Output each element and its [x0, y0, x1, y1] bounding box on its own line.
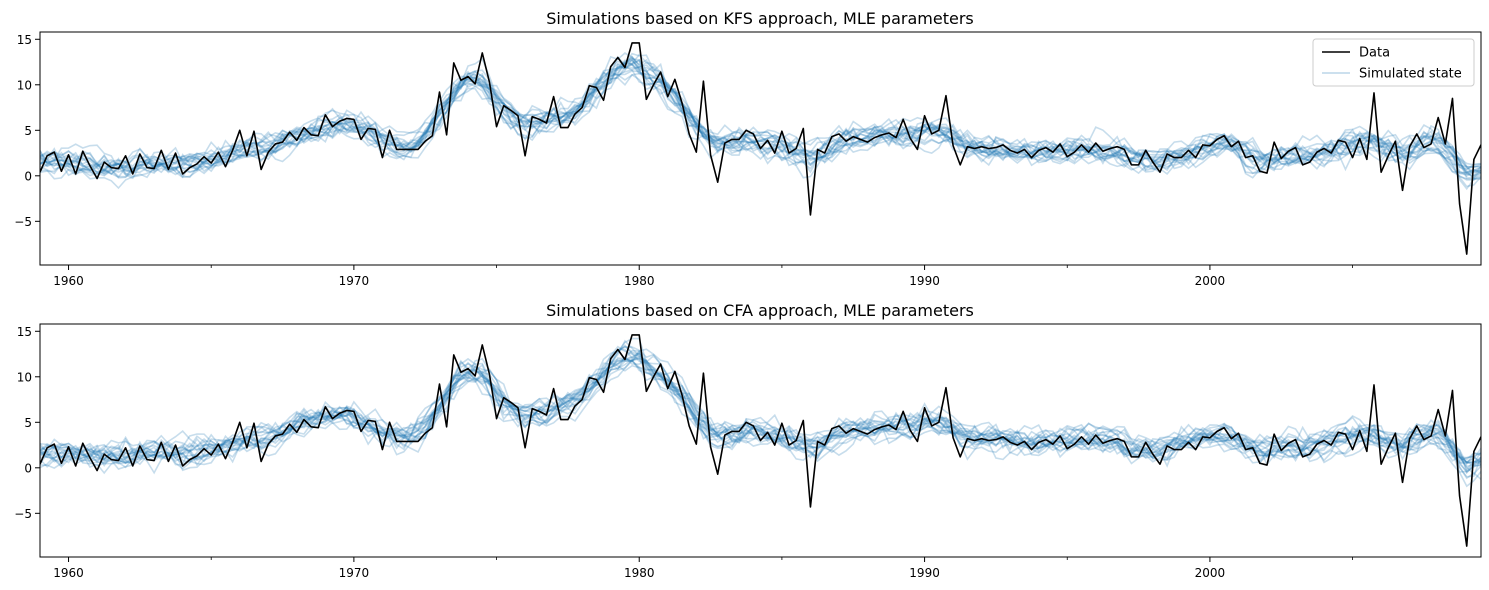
simulated-state-line: [40, 356, 1481, 475]
axes-frame: [39, 31, 1482, 266]
chart-title-top: Simulations based on KFS approach, MLE p…: [546, 9, 973, 28]
simulated-state-line: [40, 70, 1481, 191]
y-tick-label: 5: [24, 124, 32, 138]
simulated-state-line: [40, 357, 1481, 475]
y-tick-label: −5: [14, 215, 32, 229]
data-line: [40, 334, 1481, 547]
chart-top: Simulations based on KFS approach, MLE p…: [14, 9, 1482, 288]
simulated-state-line: [40, 55, 1481, 180]
x-tick-label: 1970: [339, 566, 370, 580]
x-tick-label: 2000: [1195, 566, 1226, 580]
simulated-state-line: [40, 57, 1481, 179]
simulated-state-line: [40, 57, 1481, 175]
simulated-state-line: [40, 53, 1481, 175]
simulated-state-line: [40, 65, 1481, 175]
chart-title-bottom: Simulations based on CFA approach, MLE p…: [546, 301, 974, 320]
x-tick-label: 1980: [624, 274, 655, 288]
plot-area-top: [40, 42, 1481, 255]
simulated-state-line: [40, 337, 1481, 466]
simulated-state-line: [40, 64, 1481, 178]
simulated-state-line: [40, 345, 1481, 471]
chart-bottom: Simulations based on CFA approach, MLE p…: [14, 301, 1482, 580]
y-tick-label: 5: [24, 416, 32, 430]
axes-top: 1960 1970 1980 1990 2000 −5 0 5 10 15: [14, 31, 1482, 288]
legend-box: [1312, 38, 1475, 87]
x-tick-label: 1970: [339, 274, 370, 288]
simulated-state-line: [40, 59, 1481, 180]
y-tick-label: 0: [24, 169, 32, 183]
simulated-state-line: [40, 355, 1481, 465]
axes-bottom: 1960 1970 1980 1990 2000 −5 0 5 10 15: [14, 323, 1482, 580]
simulated-state-line: [40, 339, 1481, 464]
x-tick-label: 1960: [53, 566, 84, 580]
y-tick-label: 15: [17, 33, 32, 47]
simulated-state-line: [40, 73, 1481, 188]
data-line: [40, 42, 1481, 255]
x-tick-label: 2000: [1195, 274, 1226, 288]
simulated-state-line: [40, 348, 1481, 475]
simulated-state-line: [40, 72, 1481, 190]
simulated-state-line: [40, 52, 1481, 178]
simulated-state-line: [40, 348, 1481, 468]
x-tick-label: 1990: [909, 566, 940, 580]
x-tick-label: 1980: [624, 566, 655, 580]
y-tick-label: 10: [17, 370, 32, 384]
simulated-state-line: [40, 62, 1481, 180]
simulated-state-line: [40, 360, 1481, 478]
simulated-state-line: [40, 65, 1481, 179]
simulated-state-line: [40, 352, 1481, 463]
legend-data-label: Data: [1359, 46, 1390, 61]
simulated-state-line: [40, 55, 1481, 176]
axes-frame: [39, 323, 1482, 558]
simulated-state-line: [40, 358, 1481, 469]
legend: Data Simulated state: [1312, 38, 1475, 87]
y-tick-label: 15: [17, 325, 32, 339]
x-tick-label: 1990: [909, 274, 940, 288]
y-tick-label: 0: [24, 461, 32, 475]
y-tick-label: 10: [17, 78, 32, 92]
simulated-state-line: [40, 59, 1481, 181]
simulated-state-line: [40, 63, 1481, 179]
legend-sim-label: Simulated state: [1359, 67, 1462, 82]
simulated-state-line: [40, 357, 1481, 473]
simulated-state-line: [40, 358, 1481, 488]
y-tick-label: −5: [14, 507, 32, 521]
x-tick-label: 1960: [53, 274, 84, 288]
plot-area-bottom: [40, 334, 1481, 547]
